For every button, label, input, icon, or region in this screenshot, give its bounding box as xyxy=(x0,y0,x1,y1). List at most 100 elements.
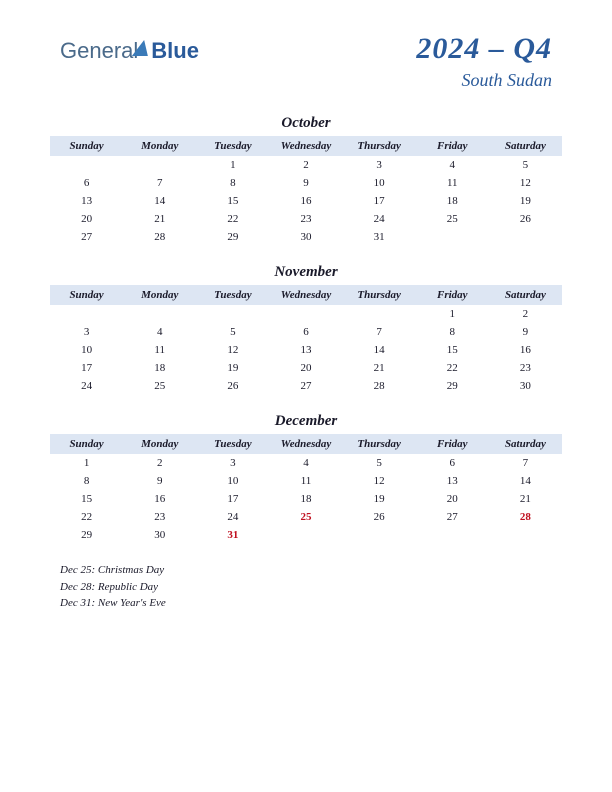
calendar-cell xyxy=(269,305,342,323)
calendar-row: 24252627282930 xyxy=(50,377,562,395)
calendar-table: SundayMondayTuesdayWednesdayThursdayFrid… xyxy=(50,285,562,395)
calendar-cell: 25 xyxy=(123,377,196,395)
calendar-cell: 24 xyxy=(50,377,123,395)
calendar-cell: 7 xyxy=(123,174,196,192)
day-header: Wednesday xyxy=(269,136,342,156)
calendar-cell: 26 xyxy=(343,508,416,526)
month-block: OctoberSundayMondayTuesdayWednesdayThurs… xyxy=(50,115,562,246)
calendar-cell xyxy=(123,156,196,174)
month-name: November xyxy=(50,264,562,281)
calendar-row: 12 xyxy=(50,305,562,323)
day-header: Tuesday xyxy=(196,434,269,454)
calendar-cell: 15 xyxy=(196,192,269,210)
calendar-cell xyxy=(489,228,562,246)
logo-triangle-icon xyxy=(132,40,152,56)
calendar-row: 1234567 xyxy=(50,454,562,472)
calendar-cell: 23 xyxy=(123,508,196,526)
calendar-row: 2728293031 xyxy=(50,228,562,246)
calendar-cell: 8 xyxy=(196,174,269,192)
calendar-cell: 6 xyxy=(416,454,489,472)
calendar-cell: 7 xyxy=(343,323,416,341)
calendar-cell: 26 xyxy=(196,377,269,395)
calendar-cell: 21 xyxy=(123,210,196,228)
calendar-cell: 5 xyxy=(343,454,416,472)
day-header: Thursday xyxy=(343,285,416,305)
calendar-table: SundayMondayTuesdayWednesdayThursdayFrid… xyxy=(50,136,562,246)
calendar-cell: 16 xyxy=(123,490,196,508)
calendar-cell xyxy=(196,305,269,323)
calendar-cell: 24 xyxy=(343,210,416,228)
calendar-cell: 1 xyxy=(196,156,269,174)
day-header: Sunday xyxy=(50,285,123,305)
calendar-cell: 9 xyxy=(269,174,342,192)
calendar-cell: 20 xyxy=(50,210,123,228)
calendar-cell: 11 xyxy=(123,341,196,359)
calendar-row: 12345 xyxy=(50,156,562,174)
calendar-cell: 13 xyxy=(50,192,123,210)
calendar-cell: 11 xyxy=(416,174,489,192)
calendar-cell: 22 xyxy=(416,359,489,377)
calendar-cell xyxy=(123,305,196,323)
title-country: South Sudan xyxy=(416,70,552,91)
day-header: Monday xyxy=(123,434,196,454)
calendar-row: 3456789 xyxy=(50,323,562,341)
calendar-cell: 30 xyxy=(123,526,196,544)
logo-text-general: General xyxy=(60,38,138,64)
calendar-cell: 5 xyxy=(196,323,269,341)
calendar-cell: 18 xyxy=(269,490,342,508)
calendar-cell: 14 xyxy=(123,192,196,210)
day-header: Tuesday xyxy=(196,136,269,156)
calendar-cell: 22 xyxy=(50,508,123,526)
calendar-cell: 26 xyxy=(489,210,562,228)
calendar-row: 293031 xyxy=(50,526,562,544)
calendar-cell: 12 xyxy=(489,174,562,192)
day-header: Saturday xyxy=(489,434,562,454)
calendar-cell: 23 xyxy=(269,210,342,228)
calendar-cell: 16 xyxy=(269,192,342,210)
calendar-cell: 7 xyxy=(489,454,562,472)
day-header: Saturday xyxy=(489,136,562,156)
calendar-cell: 1 xyxy=(416,305,489,323)
calendar-cell: 3 xyxy=(50,323,123,341)
calendar-cell xyxy=(269,526,342,544)
calendar-cell: 11 xyxy=(269,472,342,490)
calendar-cell: 19 xyxy=(343,490,416,508)
logo-text-blue: Blue xyxy=(151,38,199,64)
calendar-cell: 30 xyxy=(269,228,342,246)
calendar-cell: 22 xyxy=(196,210,269,228)
day-header: Wednesday xyxy=(269,434,342,454)
calendar-cell: 4 xyxy=(269,454,342,472)
calendar-cell: 10 xyxy=(343,174,416,192)
day-header: Monday xyxy=(123,136,196,156)
calendar-cell: 27 xyxy=(269,377,342,395)
calendar-cell: 9 xyxy=(489,323,562,341)
calendar-cell: 17 xyxy=(50,359,123,377)
holiday-line: Dec 28: Republic Day xyxy=(60,579,562,596)
calendar-cell: 5 xyxy=(489,156,562,174)
calendar-cell: 21 xyxy=(343,359,416,377)
calendar-cell: 28 xyxy=(123,228,196,246)
logo: General Blue xyxy=(60,38,199,64)
calendar-cell xyxy=(343,526,416,544)
calendar-cell: 31 xyxy=(196,526,269,544)
calendar-cell: 16 xyxy=(489,341,562,359)
holidays-list: Dec 25: Christmas DayDec 28: Republic Da… xyxy=(60,562,562,612)
calendar-row: 20212223242526 xyxy=(50,210,562,228)
calendar-cell: 18 xyxy=(123,359,196,377)
calendar-cell: 3 xyxy=(196,454,269,472)
calendar-cell: 14 xyxy=(489,472,562,490)
calendar-row: 17181920212223 xyxy=(50,359,562,377)
calendar-cell: 9 xyxy=(123,472,196,490)
calendar-cell: 23 xyxy=(489,359,562,377)
holiday-line: Dec 25: Christmas Day xyxy=(60,562,562,579)
calendar-table: SundayMondayTuesdayWednesdayThursdayFrid… xyxy=(50,434,562,544)
day-header: Friday xyxy=(416,285,489,305)
calendar-cell xyxy=(343,305,416,323)
calendar-cell: 20 xyxy=(416,490,489,508)
calendar-row: 10111213141516 xyxy=(50,341,562,359)
calendar-cell: 13 xyxy=(269,341,342,359)
calendar-cell: 19 xyxy=(196,359,269,377)
calendar-cell: 28 xyxy=(343,377,416,395)
calendar-cell: 8 xyxy=(50,472,123,490)
calendar-cell: 4 xyxy=(123,323,196,341)
